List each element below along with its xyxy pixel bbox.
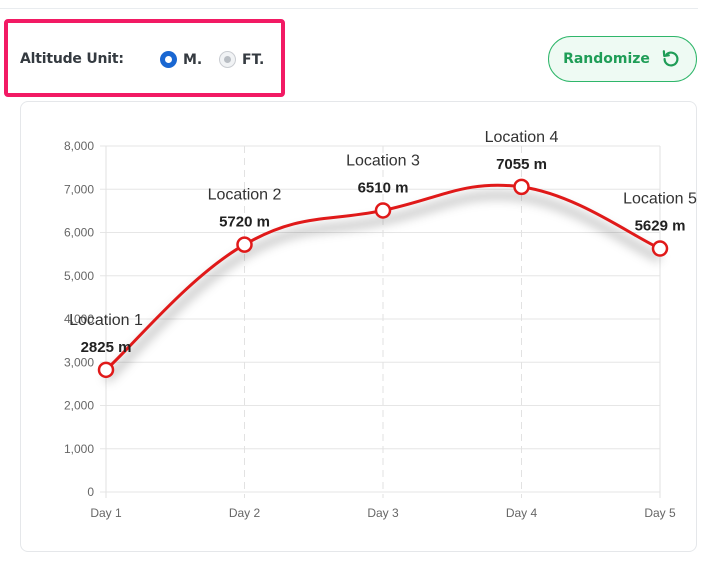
data-point: [97, 361, 115, 379]
point-value-label: 2825 m: [81, 339, 132, 356]
data-point: [651, 240, 669, 257]
x-tick-label: Day 2: [229, 506, 261, 520]
point-value-label: 5629 m: [635, 218, 686, 235]
point-location-label: Location 1: [69, 312, 143, 329]
data-point: [374, 202, 392, 219]
unit-radio-meters-label: M.: [183, 51, 203, 68]
point-value-label: 5720 m: [219, 214, 270, 231]
radio-unselected-icon[interactable]: [219, 51, 236, 68]
point-location-label: Location 2: [208, 187, 282, 204]
y-tick-label: 1,000: [64, 442, 94, 456]
y-tick-label: 7,000: [64, 182, 94, 196]
altitude-unit-highlight: [4, 19, 285, 97]
y-tick-label: 8,000: [64, 139, 94, 153]
data-point: [513, 178, 530, 196]
unit-radio-meters[interactable]: M.: [160, 51, 202, 68]
point-value-label: 7055 m: [496, 156, 547, 173]
radio-selected-icon[interactable]: [160, 51, 177, 68]
chart-card: [20, 101, 697, 552]
unit-radio-feet[interactable]: FT.: [219, 51, 264, 68]
point-value-label: 6510 m: [358, 179, 409, 196]
point-location-label: Location 3: [346, 152, 420, 169]
point-location-label: Location 4: [485, 129, 559, 146]
y-tick-label: 6,000: [64, 226, 94, 240]
randomize-button-label: Randomize: [563, 51, 650, 67]
y-tick-label: 0: [87, 485, 94, 499]
y-tick-label: 5,000: [64, 269, 94, 283]
refresh-icon: [662, 50, 679, 67]
x-tick-label: Day 1: [90, 506, 122, 520]
altitude-unit-label: Altitude Unit:: [20, 51, 124, 67]
x-tick-label: Day 5: [644, 506, 676, 520]
y-tick-label: 2,000: [64, 399, 94, 413]
x-tick-label: Day 3: [367, 506, 399, 520]
randomize-button[interactable]: Randomize: [548, 36, 697, 82]
y-tick-label: 4,000: [64, 312, 94, 326]
top-divider: [0, 8, 698, 9]
x-tick-label: Day 4: [506, 506, 538, 520]
y-tick-label: 3,000: [64, 355, 94, 369]
data-point: [236, 236, 253, 253]
unit-radio-feet-label: FT.: [242, 51, 265, 68]
point-location-label: Location 5: [623, 191, 697, 208]
